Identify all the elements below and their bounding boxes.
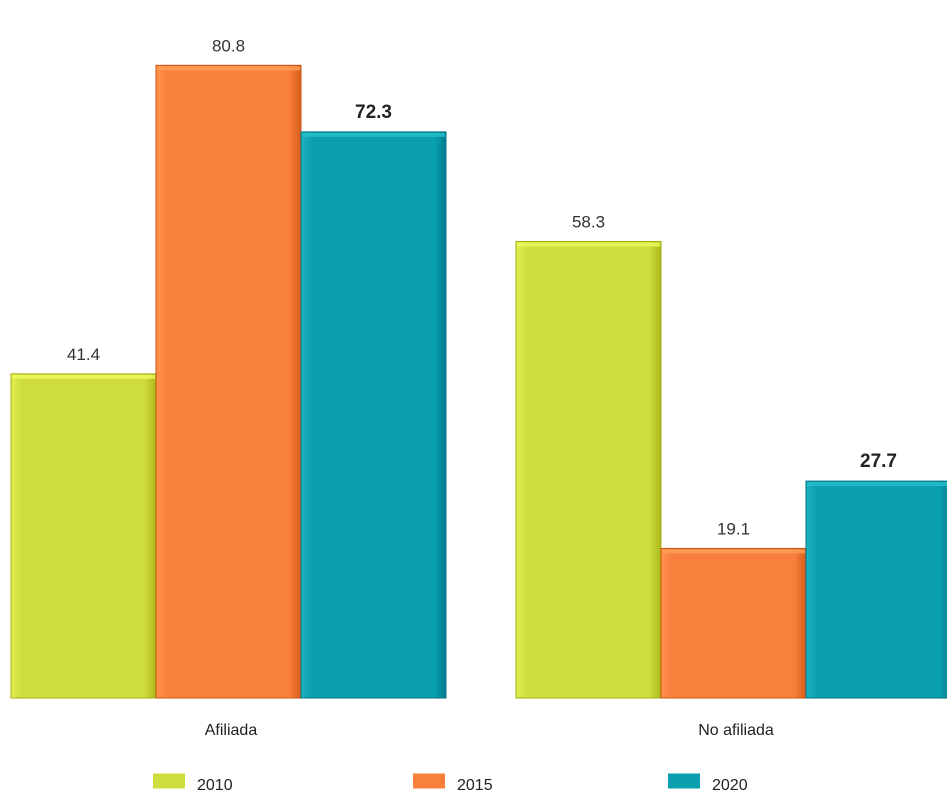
- bar-afiliada-2020: [300, 131, 447, 699]
- bar-no-afiliada-2020: [805, 480, 947, 699]
- legend-label-2015: 2015: [457, 777, 493, 794]
- bar-afiliada-2015: [155, 64, 302, 699]
- legend-label-2010: 2010: [197, 777, 233, 794]
- legend-label-2020: 2020: [712, 777, 748, 794]
- category-label-afiliada: Afiliada: [205, 722, 258, 739]
- category-labels-layer: Afiliada No afiliada: [205, 722, 774, 739]
- bar-no-afiliada-2010: [515, 241, 662, 699]
- bar-bevel-no-afiliada-2020: [807, 482, 947, 487]
- bars-layer: [10, 64, 947, 699]
- legend-swatch-2010: [153, 773, 185, 789]
- bar-bevel-afiliada-2010: [12, 374, 155, 379]
- bar-no-afiliada-2015: [660, 547, 807, 699]
- value-label-afiliada-2020: 72.3: [355, 102, 392, 123]
- value-label-no-afiliada-2015: 19.1: [717, 519, 750, 538]
- value-label-afiliada-2015: 80.8: [212, 36, 245, 55]
- value-label-no-afiliada-2020: 27.7: [860, 451, 897, 472]
- value-label-afiliada-2010: 41.4: [67, 345, 100, 364]
- bar-bevel-no-afiliada-2010: [517, 242, 660, 247]
- value-labels-layer: 41.4 80.8 72.3 58.3 19.1 27.7: [67, 36, 897, 538]
- bar-afiliada-2010: [10, 373, 157, 699]
- bar-bevel-afiliada-2020: [302, 132, 445, 137]
- bar-bevel-no-afiliada-2015: [662, 549, 805, 554]
- legend-swatch-2015: [413, 773, 445, 789]
- value-label-no-afiliada-2010: 58.3: [572, 213, 605, 232]
- category-label-no-afiliada: No afiliada: [698, 722, 774, 739]
- bar-bevel-afiliada-2015: [157, 66, 300, 71]
- legend: 2010 2015 2020: [153, 773, 748, 794]
- legend-swatch-2020: [668, 773, 700, 789]
